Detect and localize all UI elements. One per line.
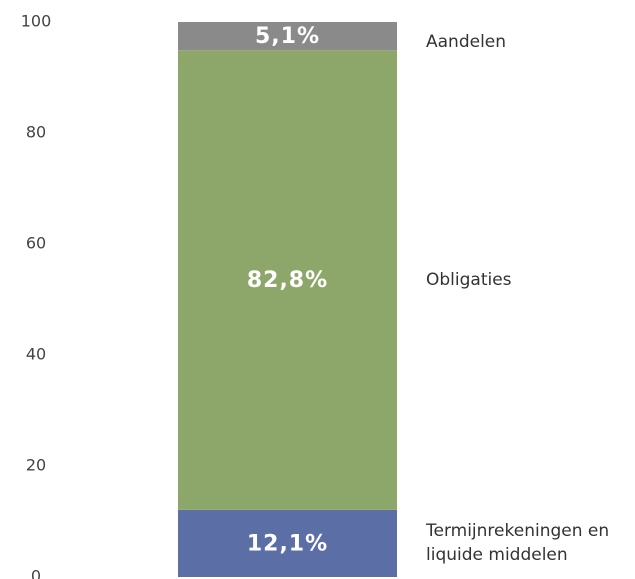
y-tick-label: 40: [26, 345, 46, 364]
bar-segment: [178, 22, 397, 51]
y-tick-label: 80: [26, 123, 46, 142]
legend-label: Aandelen: [426, 32, 507, 53]
y-tick-label: 60: [26, 234, 46, 253]
legend-label: Obligaties: [426, 270, 512, 291]
legend-label: Termijnrekeningen en liquide middelen: [426, 521, 610, 566]
data-label: 5,1%: [255, 24, 320, 49]
bar-segment: [178, 509, 397, 577]
y-tick-label: 0: [31, 567, 41, 579]
data-label: 12,1%: [247, 531, 328, 556]
y-tick-label: 20: [26, 456, 46, 475]
data-label: 82,8%: [247, 268, 328, 293]
bar-segment: [178, 50, 397, 510]
y-tick-label: 100: [21, 12, 52, 31]
